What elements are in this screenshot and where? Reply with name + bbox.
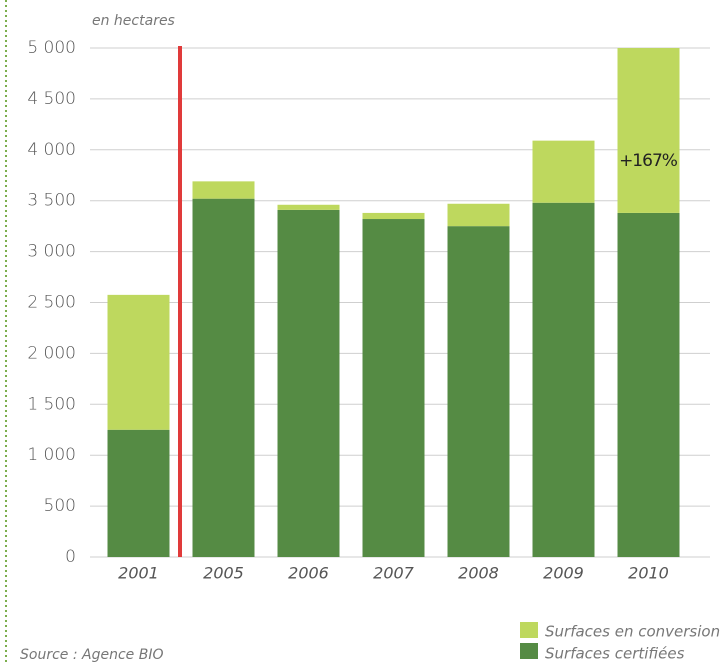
- y-tick-label: 0: [65, 547, 76, 567]
- x-tick-label: 2005: [203, 564, 244, 583]
- y-tick-label: 3 500: [27, 191, 76, 211]
- legend-swatch: [520, 643, 538, 659]
- bar-segment: [532, 202, 595, 557]
- y-tick-label: 3 000: [27, 242, 76, 262]
- legend-label: Surfaces certifiées: [545, 645, 685, 663]
- bar-segment: [107, 294, 170, 430]
- x-tick-label: 2010: [628, 564, 669, 583]
- x-tick-label: 2008: [458, 564, 499, 583]
- y-tick-label: 500: [44, 496, 76, 516]
- y-tick-label: 2 500: [27, 293, 76, 313]
- x-tick-label: 2006: [288, 564, 329, 583]
- bar-segment: [447, 203, 510, 227]
- bar-segment: [617, 48, 680, 213]
- legend-label: Surfaces en conversion: [545, 623, 720, 641]
- bar-segment: [107, 429, 170, 557]
- y-tick-label: 2 000: [27, 343, 76, 363]
- x-tick-label: 2001: [118, 564, 159, 583]
- bar-segment: [192, 198, 255, 557]
- y-tick-label: 4 500: [27, 89, 76, 109]
- bar-segment: [362, 219, 425, 558]
- grid: 0 500 1 000 1 500 2 000 2 500 3 000 3 500 4 000 4…: [27, 38, 710, 583]
- source: Source : Agence BIO: [20, 647, 163, 663]
- x-tick-label: 2007: [373, 564, 415, 583]
- bar-segment: [277, 209, 340, 557]
- y-tick-label: 4 000: [27, 140, 76, 160]
- bar-segment: [277, 204, 340, 210]
- bar-segment: [617, 212, 680, 557]
- y-tick-label: 1 000: [27, 445, 76, 465]
- bar-segment: [447, 226, 510, 557]
- bar-segment: [192, 181, 255, 199]
- bar-segment: [532, 140, 595, 203]
- x-tick-label: 2009: [543, 564, 584, 583]
- y-tick-label: 5 000: [27, 38, 76, 58]
- legend-swatch: [520, 622, 538, 638]
- bar-segment: [362, 212, 425, 220]
- y-tick-label: 1 500: [27, 394, 76, 414]
- chart-subtitle: en hectares: [92, 13, 175, 29]
- annotation: +167%: [619, 151, 678, 171]
- bars: [107, 48, 680, 558]
